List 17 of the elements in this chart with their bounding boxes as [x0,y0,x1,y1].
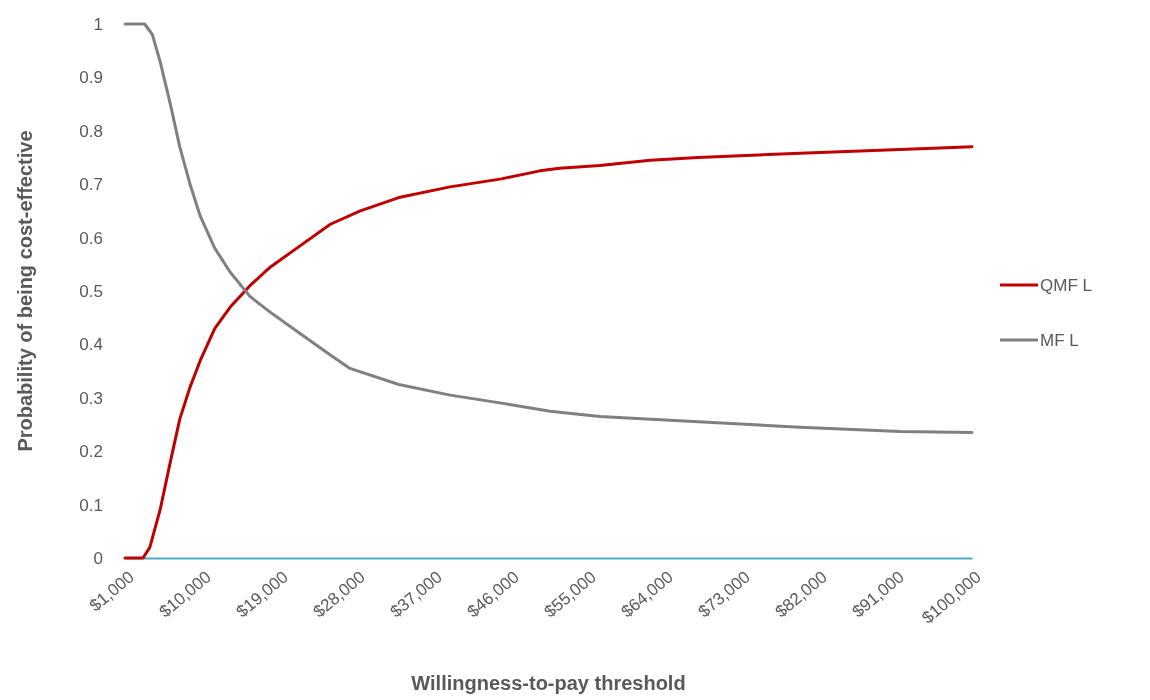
y-tick-label: 0.7 [79,175,103,195]
y-tick-label: 0 [93,548,103,568]
y-tick-label: 0.1 [79,495,103,515]
y-tick-label: 0.4 [79,335,103,355]
y-axis-title: Probability of being cost-effective [14,130,36,452]
y-tick-label: 0.5 [79,281,103,301]
legend-label: QMF L [1040,275,1092,295]
y-tick-label: 0.3 [79,388,103,408]
y-tick-label: 0.6 [79,228,103,248]
x-axis-title: Willingness-to-pay threshold [411,672,686,694]
line-series [123,22,974,435]
line-series [123,145,974,560]
y-tick-label: 0.9 [79,68,103,88]
y-tick-label: 0.8 [79,121,103,141]
y-tick-label: 1 [93,14,103,34]
legend-label: MF L [1040,330,1079,350]
y-tick-label: 0.2 [79,442,103,462]
